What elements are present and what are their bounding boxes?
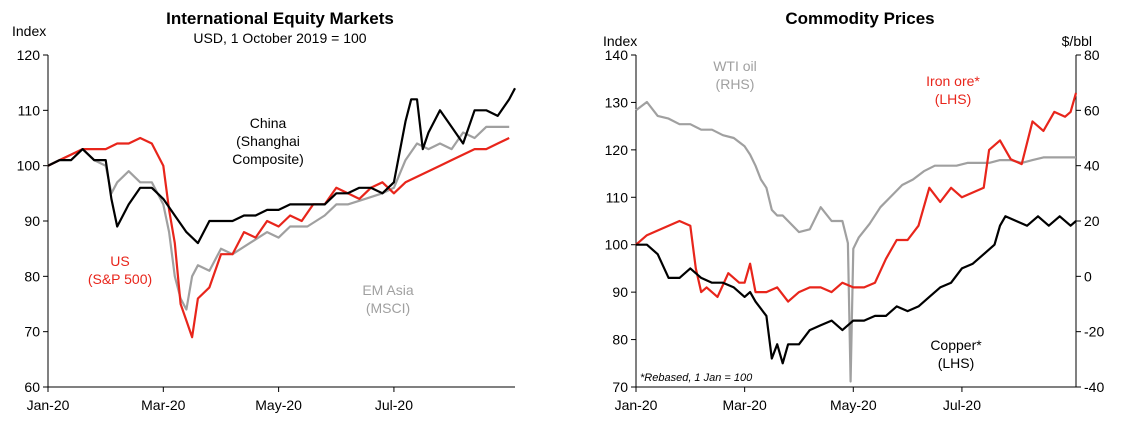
series-line-us: [47, 136, 510, 339]
chart-subtitle: USD, 1 October 2019 = 100: [193, 30, 366, 46]
x-tick-label: Jul-20: [943, 397, 981, 413]
y-axis-label: Index: [603, 33, 637, 49]
y-tick-label: 120: [605, 142, 629, 158]
y-tick-label: 110: [18, 102, 41, 118]
y-tick-label-right: -20: [1084, 324, 1104, 340]
x-tick-label: Jul-20: [375, 397, 413, 413]
x-tick-label: May-20: [830, 397, 877, 413]
chart-title: Commodity Prices: [785, 9, 934, 28]
y-tick-label: 130: [605, 94, 629, 110]
series-line-em-asia: [47, 125, 510, 311]
y-tick-label: 100: [605, 237, 629, 253]
x-tick-label: Jan-20: [615, 397, 658, 413]
y-axis-label-right: $/bbl: [1062, 33, 1092, 49]
series-line-china: [47, 87, 516, 245]
y-tick-label: 70: [612, 379, 628, 395]
series-line-wti-oil: [635, 100, 1076, 383]
annotation-wti-oil: WTI oil: [713, 58, 757, 74]
y-tick-label: 80: [24, 268, 40, 284]
x-tick-label: Jan-20: [27, 397, 70, 413]
annotation-china: Composite): [232, 151, 304, 167]
annotation-us: US: [110, 253, 129, 269]
y-tick-label-right: 60: [1084, 102, 1100, 118]
annotation-iron-ore: (LHS): [935, 91, 972, 107]
y-tick-label: 80: [612, 332, 628, 348]
y-tick-label: 140: [605, 47, 629, 63]
y-tick-label-right: 0: [1084, 268, 1092, 284]
y-tick-label: 100: [17, 158, 41, 174]
annotation-copper: Copper*: [930, 337, 982, 353]
x-tick-label: Mar-20: [141, 397, 186, 413]
series-line-iron-ore: [635, 92, 1078, 303]
annotation-em-asia: (MSCI): [366, 300, 410, 316]
annotation-china: (Shanghai: [236, 133, 300, 149]
y-tick-label: 120: [17, 47, 41, 63]
x-tick-label: Mar-20: [722, 397, 767, 413]
chart-title: International Equity Markets: [166, 9, 394, 28]
y-tick-label: 110: [606, 189, 629, 205]
y-tick-label-right: 80: [1084, 47, 1100, 63]
chart-note: *Rebased, 1 Jan = 100: [640, 372, 753, 384]
y-tick-label: 90: [24, 213, 40, 229]
y-tick-label: 70: [24, 324, 40, 340]
annotation-em-asia: EM Asia: [362, 282, 414, 298]
y-axis-label: Index: [12, 23, 46, 39]
y-tick-label-right: 40: [1084, 158, 1100, 174]
y-tick-label-right: -40: [1084, 379, 1104, 395]
y-tick-label: 60: [24, 379, 40, 395]
annotation-china: China: [250, 115, 287, 131]
series-line-copper: [636, 215, 1077, 365]
annotation-us: (S&P 500): [88, 271, 152, 287]
annotation-wti-oil: (RHS): [716, 76, 755, 92]
y-tick-label: 90: [612, 284, 628, 300]
y-tick-label-right: 20: [1084, 213, 1100, 229]
annotation-iron-ore: Iron ore*: [926, 73, 980, 89]
x-tick-label: May-20: [255, 397, 302, 413]
annotation-copper: (LHS): [938, 355, 975, 371]
